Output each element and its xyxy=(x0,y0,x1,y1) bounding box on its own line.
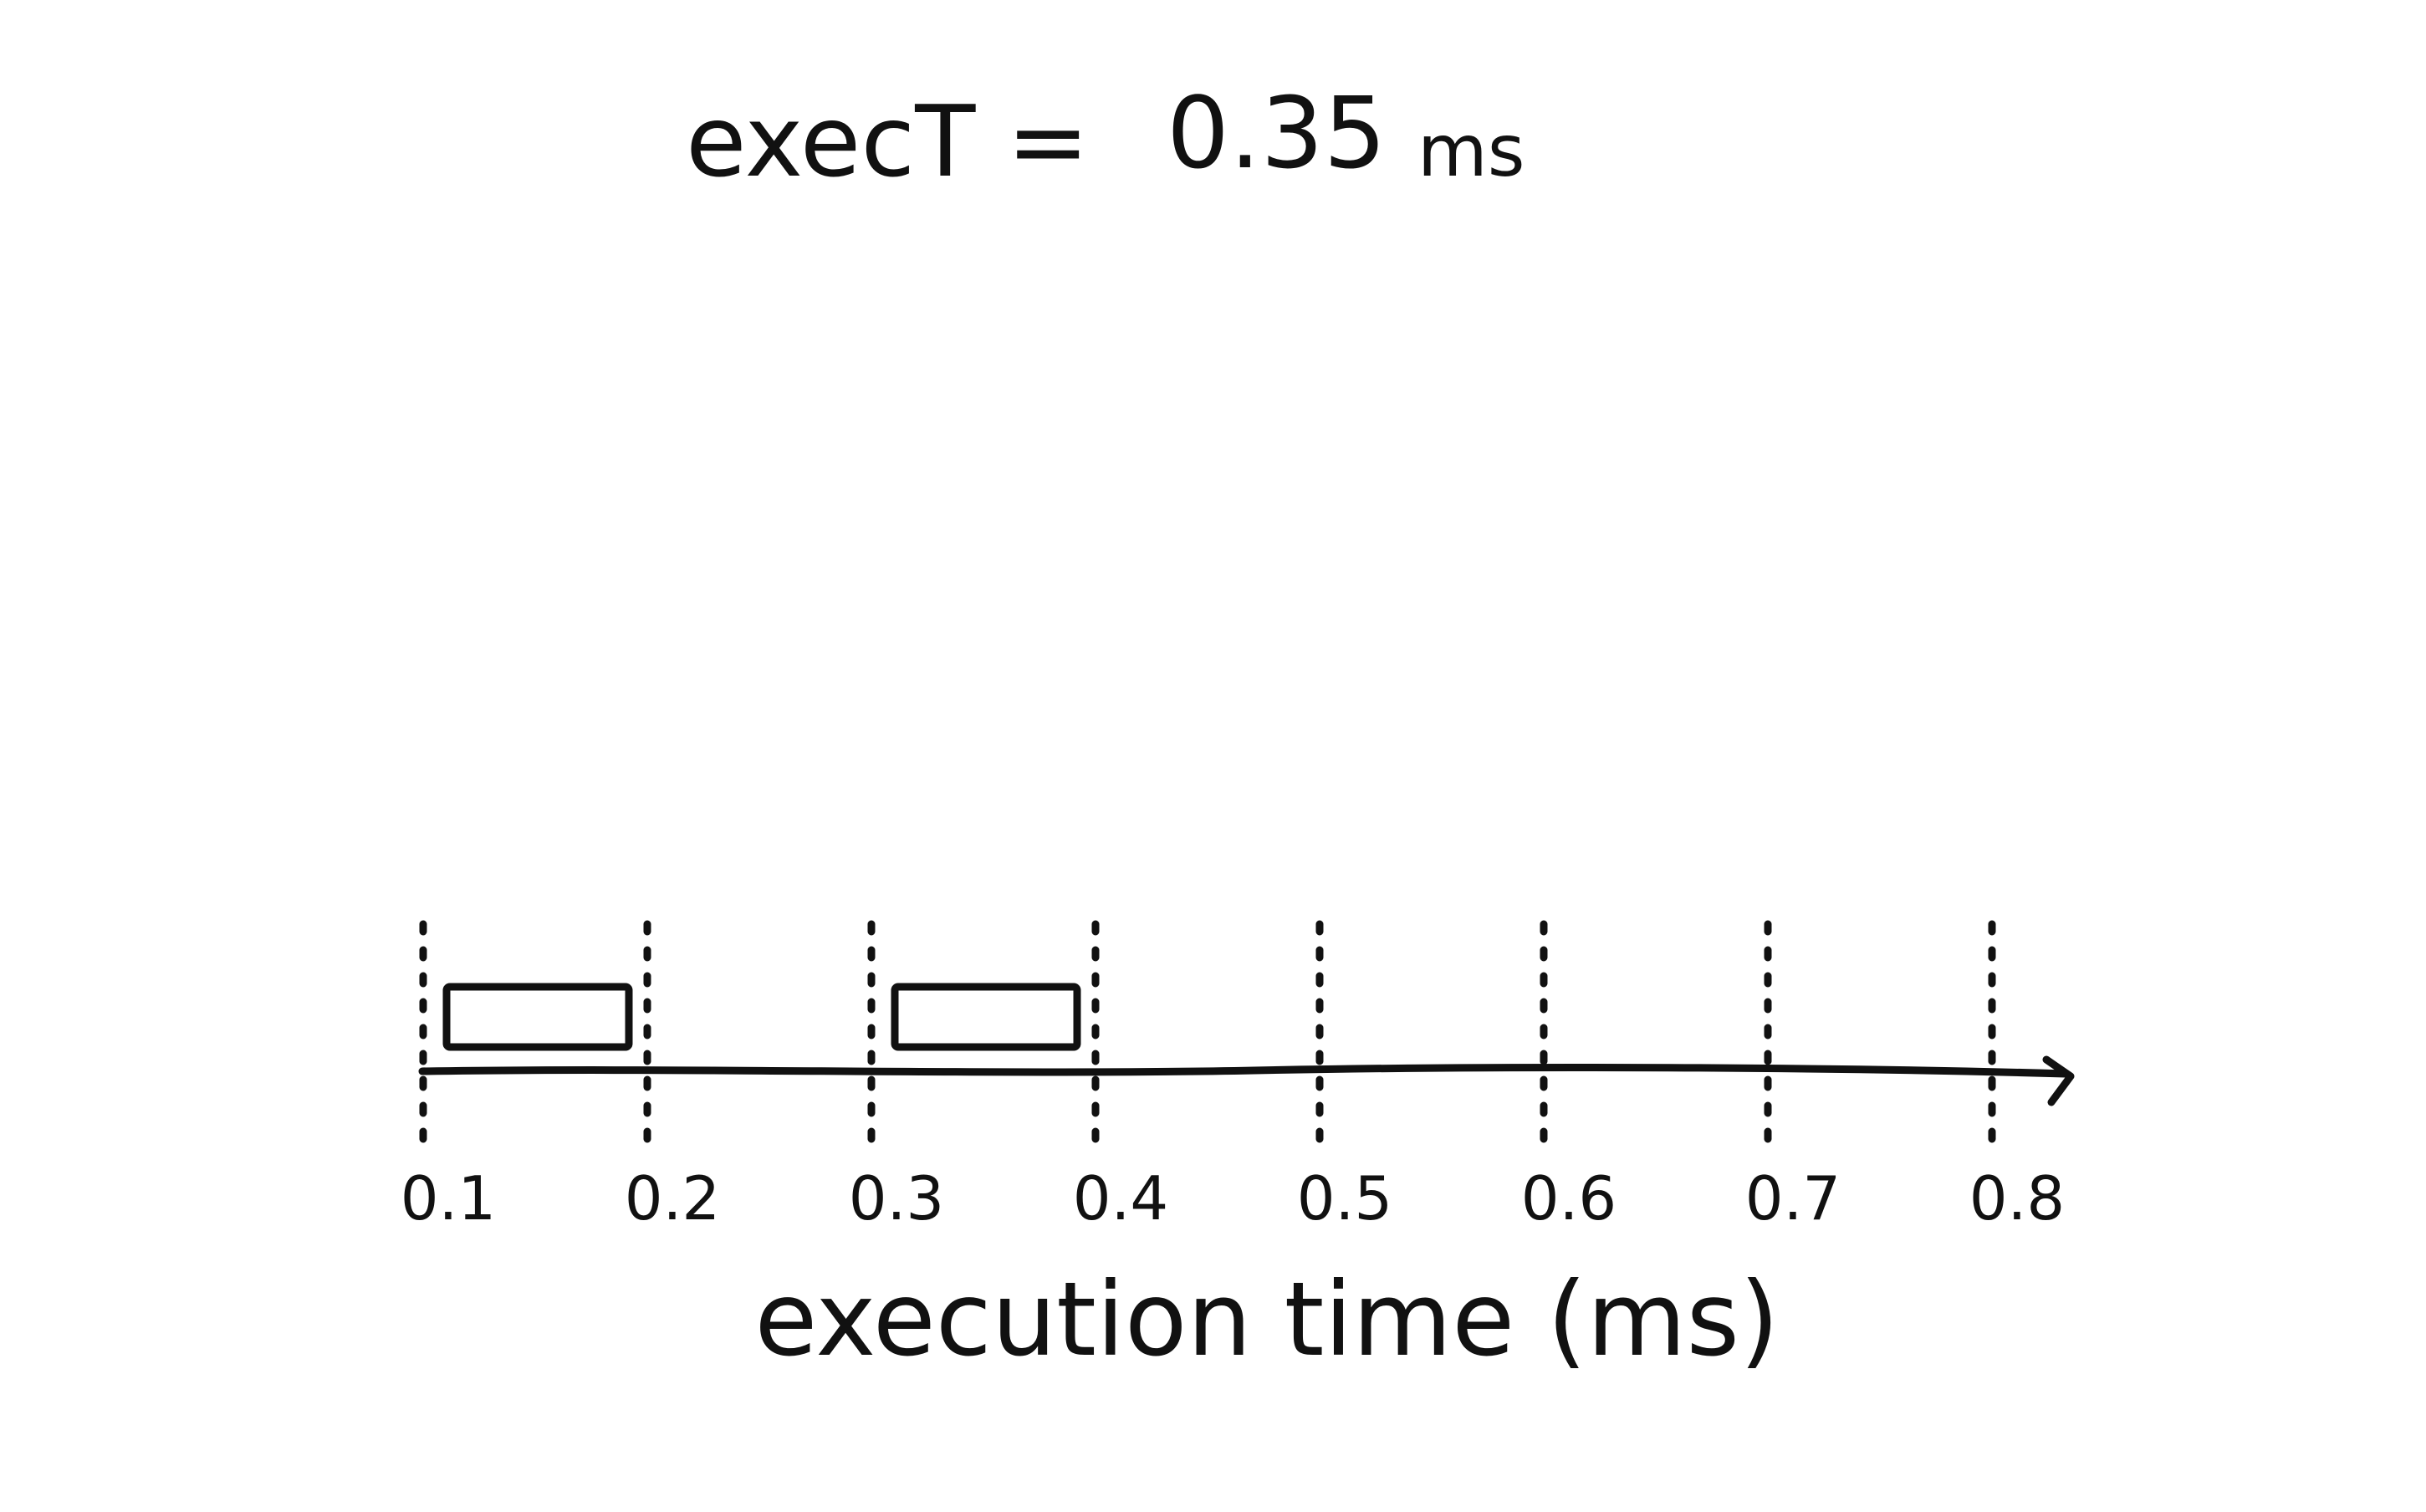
execution-interval-box xyxy=(891,983,1081,1051)
tick-label: 0.8 xyxy=(1969,1163,2066,1234)
tick-label: 0.1 xyxy=(401,1163,497,1234)
tick-labels: 0.1 0.2 0.3 0.4 0.5 0.6 0.7 0.8 xyxy=(401,1163,2066,1234)
axis-line xyxy=(418,1064,2070,1078)
tick-label: 0.3 xyxy=(849,1163,945,1234)
time-axis xyxy=(418,1055,2075,1106)
axis-title: execution time (ms) xyxy=(754,1260,1779,1379)
exec-time-label: execT = xyxy=(686,84,1090,199)
tick-label: 0.5 xyxy=(1297,1163,1393,1234)
axis-arrowhead xyxy=(2042,1055,2075,1106)
execution-interval-box xyxy=(442,983,633,1051)
exec-time-unit: ms xyxy=(1417,110,1525,193)
exec-time-heading: execT = 0.35 ms xyxy=(686,75,1525,199)
tick-guides xyxy=(419,920,1996,1154)
tick-label: 0.4 xyxy=(1073,1163,1169,1234)
interval-boxes xyxy=(442,983,1081,1051)
tick-label: 0.7 xyxy=(1745,1163,1841,1234)
tick-label: 0.6 xyxy=(1521,1163,1617,1234)
tick-label: 0.2 xyxy=(625,1163,721,1234)
exec-time-value: 0.35 xyxy=(1167,75,1387,191)
